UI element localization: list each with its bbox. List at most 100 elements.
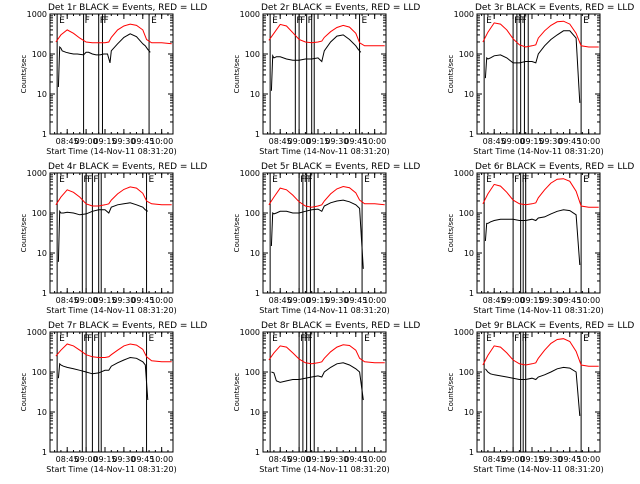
- flag-letter: F: [514, 16, 519, 26]
- y-tick-label: 100: [245, 368, 260, 377]
- flag-letter: E: [583, 16, 589, 26]
- x-tick-label: 09:15: [306, 455, 329, 464]
- y-axis-label: Counts/sec: [20, 214, 28, 253]
- x-tick-label: 09:45: [131, 296, 154, 305]
- flag-letter: F: [522, 334, 527, 344]
- y-axis-label: Counts/sec: [233, 55, 241, 94]
- flag-letter: F: [522, 16, 527, 26]
- x-tick-label: 10:00: [150, 296, 173, 305]
- plot-frame: [262, 13, 387, 135]
- flag-letter: E: [59, 334, 65, 344]
- y-axis-label: Counts/sec: [447, 373, 455, 412]
- y-tick-label: 100: [32, 50, 47, 59]
- flag-letter: F: [304, 334, 309, 344]
- flag-letter: E: [486, 175, 492, 185]
- x-axis-label: Start Time (14-Nov-11 08:31:20): [46, 147, 176, 156]
- panel-title: Det 9r BLACK = Events, RED = LLD: [475, 321, 634, 331]
- x-tick-label: 10:00: [363, 137, 386, 146]
- x-tick-label: 09:15: [93, 296, 116, 305]
- x-tick-label: 09:00: [288, 296, 311, 305]
- y-axis-label: Counts/sec: [233, 373, 241, 412]
- flag-letter: E: [362, 16, 368, 26]
- series-line-events: [484, 30, 581, 103]
- x-tick-label: 09:30: [112, 137, 135, 146]
- x-tick-label: 09:30: [539, 296, 562, 305]
- flag-letter: F: [300, 175, 305, 185]
- flag-letter: E: [486, 16, 492, 26]
- x-tick-label: 09:45: [558, 137, 581, 146]
- x-tick-label: 09:30: [112, 455, 135, 464]
- y-tick-label: 10: [464, 408, 474, 417]
- x-tick-label: 09:00: [75, 137, 98, 146]
- y-tick-label: 1: [469, 448, 474, 457]
- x-tick-label: 09:30: [539, 455, 562, 464]
- x-tick-label: 09:00: [75, 296, 98, 305]
- x-tick-label: 09:45: [558, 296, 581, 305]
- series-line-lld: [482, 20, 599, 48]
- series-line-events: [57, 202, 149, 262]
- y-tick-label: 1: [469, 289, 474, 298]
- flag-letter: F: [308, 16, 313, 26]
- y-axis-label: Counts/sec: [20, 373, 28, 412]
- y-axis-label: Counts/sec: [20, 55, 28, 94]
- y-tick-label: 10: [37, 249, 47, 258]
- y-tick-label: 1: [42, 130, 47, 139]
- x-axis-label: Start Time (14-Nov-11 08:31:20): [259, 147, 389, 156]
- flag-letter: F: [300, 16, 305, 26]
- x-axis-label: Start Time (14-Nov-11 08:31:20): [473, 306, 603, 315]
- flag-letter: F: [87, 334, 92, 344]
- x-axis-label: Start Time (14-Nov-11 08:31:20): [46, 306, 176, 315]
- plot-frame: [49, 13, 174, 135]
- y-axis-label: Counts/sec: [447, 55, 455, 94]
- x-tick-label: 08:45: [56, 455, 79, 464]
- flag-letter: E: [151, 16, 157, 26]
- y-tick-label: 1000: [454, 10, 474, 19]
- plot-frame: [49, 172, 174, 294]
- flag-letter: F: [83, 175, 88, 185]
- x-tick-label: 10:00: [577, 455, 600, 464]
- y-tick-label: 100: [245, 209, 260, 218]
- y-tick-label: 1: [42, 448, 47, 457]
- panel-title: Det 6r BLACK = Events, RED = LLD: [475, 162, 634, 172]
- flag-letter: F: [93, 334, 98, 344]
- flag-letter: F: [103, 16, 108, 26]
- x-tick-label: 09:30: [325, 455, 348, 464]
- flag-letter: F: [304, 175, 309, 185]
- y-tick-label: 1000: [27, 169, 47, 178]
- y-tick-label: 100: [245, 50, 260, 59]
- series-line-events: [270, 199, 364, 269]
- x-tick-label: 08:45: [56, 137, 79, 146]
- series-line-events: [485, 366, 581, 416]
- y-tick-label: 100: [459, 368, 474, 377]
- x-axis-label: Start Time (14-Nov-11 08:31:20): [46, 465, 176, 474]
- x-tick-label: 09:30: [325, 296, 348, 305]
- x-axis-label: Start Time (14-Nov-11 08:31:20): [259, 465, 389, 474]
- x-tick-label: 09:45: [131, 455, 154, 464]
- flag-letter: E: [364, 175, 370, 185]
- x-tick-label: 09:15: [520, 455, 543, 464]
- panel-title: Det 5r BLACK = Events, RED = LLD: [261, 162, 420, 172]
- y-tick-label: 1: [255, 289, 260, 298]
- flag-letter: E: [583, 334, 589, 344]
- y-axis-label: Counts/sec: [233, 214, 241, 253]
- x-tick-label: 09:15: [306, 296, 329, 305]
- x-tick-label: 09:15: [93, 137, 116, 146]
- x-tick-label: 09:45: [131, 137, 154, 146]
- x-tick-label: 10:00: [150, 137, 173, 146]
- flag-letter: E: [59, 175, 65, 185]
- plot-frame: [262, 172, 387, 294]
- y-tick-label: 10: [464, 90, 474, 99]
- x-tick-label: 09:00: [75, 455, 98, 464]
- y-tick-label: 10: [464, 249, 474, 258]
- flag-letter: F: [296, 16, 301, 26]
- y-tick-label: 1000: [240, 328, 260, 337]
- flag-letter: F: [522, 175, 527, 185]
- x-tick-label: 09:00: [502, 296, 525, 305]
- flag-letter: E: [272, 334, 278, 344]
- flag-letter: F: [514, 175, 519, 185]
- x-tick-label: 10:00: [577, 296, 600, 305]
- x-axis-label: Start Time (14-Nov-11 08:31:20): [473, 147, 603, 156]
- x-tick-label: 09:00: [288, 137, 311, 146]
- x-tick-label: 09:15: [520, 296, 543, 305]
- x-axis-label: Start Time (14-Nov-11 08:31:20): [259, 306, 389, 315]
